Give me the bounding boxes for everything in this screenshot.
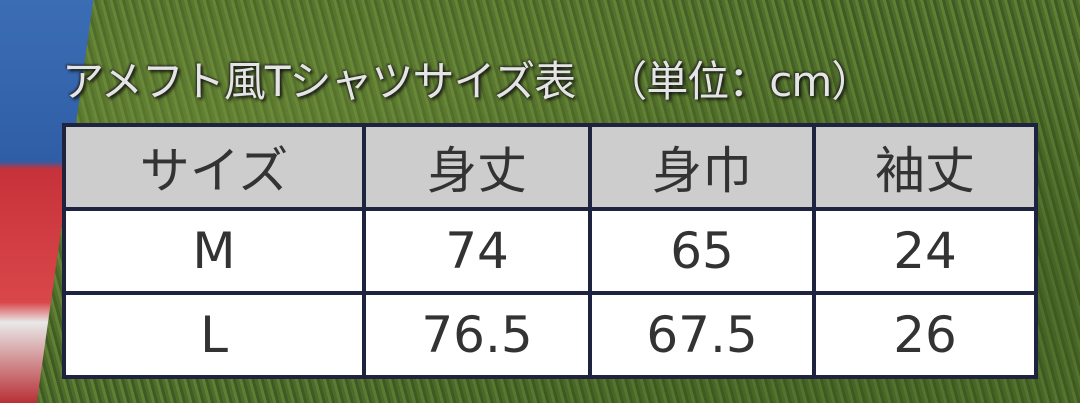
size-table: サイズ 身丈 身巾 袖丈 M 74 65 24 L 76.5 67.5 26 [62,123,1038,379]
table-cell: L [62,291,366,379]
table-cell: 26 [812,291,1038,379]
column-header: 身巾 [588,123,816,211]
column-header: サイズ [62,123,366,211]
table-cell: 74 [362,207,592,295]
table-row: M 74 65 24 [62,207,1038,295]
column-header: 袖丈 [812,123,1038,211]
table-cell: 76.5 [362,291,592,379]
column-header: 身丈 [362,123,592,211]
table-row: L 76.5 67.5 26 [62,291,1038,379]
table-cell: 65 [588,207,816,295]
table-cell: 24 [812,207,1038,295]
unit: （単位：cm） [605,57,873,106]
table-body: M 74 65 24 L 76.5 67.5 26 [62,207,1038,379]
title: アメフト風Tシャツサイズ表 [62,57,576,106]
header-row: サイズ 身丈 身巾 袖丈 [62,123,1038,211]
header: アメフト風Tシャツサイズ表 （単位：cm） [62,48,873,109]
table-cell: M [62,207,366,295]
table-cell: 67.5 [588,291,816,379]
